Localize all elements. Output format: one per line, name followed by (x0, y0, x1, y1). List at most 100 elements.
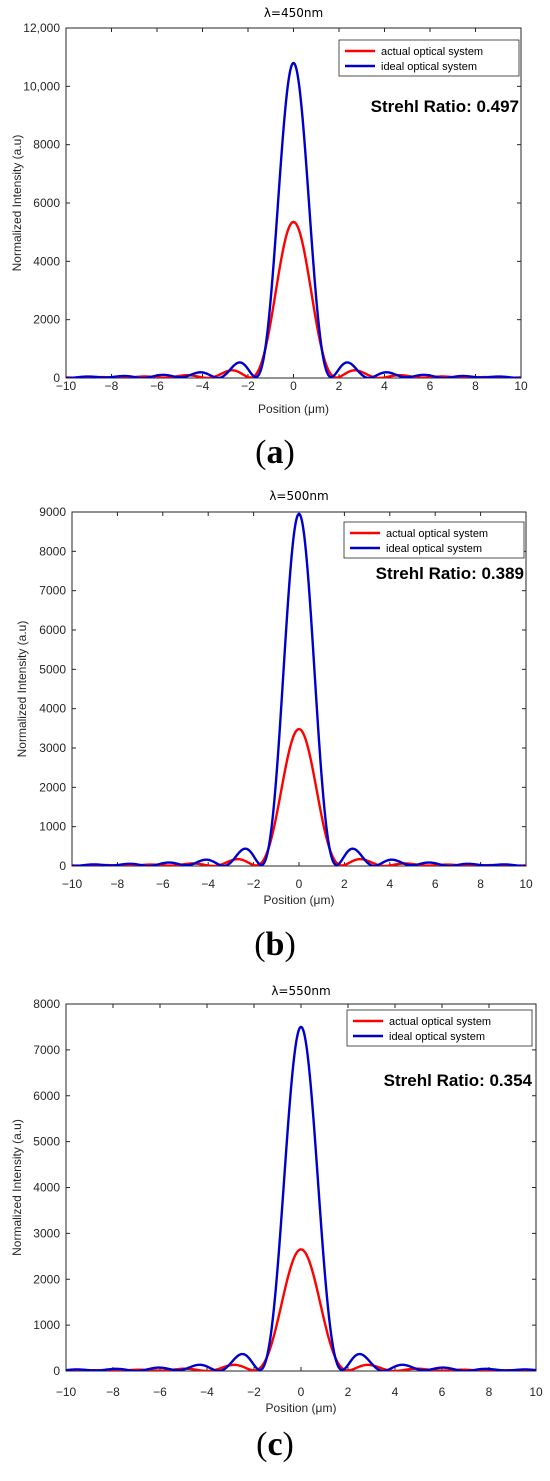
x-tick-label: 10 (514, 379, 528, 393)
x-tick-label: 8 (477, 877, 484, 891)
legend-box (346, 1009, 533, 1047)
panel-caption-c: (c) (256, 1426, 294, 1463)
caption-letter: b (265, 926, 285, 963)
chart-svg-a: λ=450nm −10 −8 −6 −4 −2 0 2 4 6 8 10 0 2000 4000 6000 80… (10, 6, 528, 416)
y-tick-label: 0 (53, 1364, 60, 1378)
legend-entry: actual optical system (386, 528, 488, 540)
y-tick-label: 12,000 (23, 21, 60, 35)
x-tick-label: −2 (241, 379, 255, 393)
plot-area (71, 511, 527, 867)
x-axis-label: Position (μm) (264, 893, 335, 907)
y-tick-label: 4000 (33, 1181, 60, 1195)
series-line-ideal (72, 512, 526, 866)
x-tick-label: 8 (486, 1385, 493, 1399)
caption-letter: a (266, 434, 284, 471)
series-line-actual (66, 220, 521, 378)
y-tick-label: 3000 (33, 1226, 60, 1240)
x-tick-label: −4 (201, 877, 215, 891)
series-line-actual (72, 727, 526, 866)
x-tick-label: 2 (341, 877, 348, 891)
x-tick-label: 2 (345, 1385, 352, 1399)
y-tick-label: 8000 (33, 997, 60, 1011)
y-tick-label: 2000 (39, 780, 66, 794)
x-tick-label: 0 (298, 1385, 305, 1399)
series-line-ideal (66, 61, 521, 378)
y-tick-label: 4000 (39, 702, 66, 716)
y-tick-label: 1000 (39, 820, 66, 834)
legend-entry: ideal optical system (389, 1031, 485, 1043)
y-axis-label: Normalized Intensity (a.u) (10, 135, 24, 272)
x-tick-label: 0 (296, 877, 303, 891)
y-tick-label: 7000 (33, 1043, 60, 1057)
y-axis-label: Normalized Intensity (a.u) (10, 1119, 24, 1256)
caption-letter: c (267, 1426, 283, 1463)
y-tick-label: 6000 (33, 1089, 60, 1103)
legend: actual optical system ideal optical syste… (343, 521, 525, 559)
legend-box (338, 39, 520, 77)
y-tick-label: 6000 (33, 196, 60, 210)
y-tick-label: 5000 (39, 662, 66, 676)
x-axis-label: Position (μm) (258, 402, 329, 416)
legend-box (343, 521, 525, 559)
x-tick-label: −2 (247, 877, 261, 891)
y-tick-label: 8000 (39, 544, 66, 558)
legend-entry: actual optical system (381, 46, 483, 58)
x-tick-label: 0 (290, 379, 297, 393)
x-tick-label: 6 (427, 379, 434, 393)
chart-svg-c: λ=550nm −10 −8 −6 −4 −2 0 2 4 6 8 10 0 1000 2000 3000 40… (10, 984, 543, 1415)
chart-svg-b: λ=500nm −10 −8 −6 −4 −2 0 2 4 6 8 10 0 1000 2000 3000 40… (15, 490, 533, 907)
panel-caption-b: (b) (254, 926, 296, 963)
legend: actual optical system ideal optical syste… (338, 39, 520, 77)
x-tick-label: −8 (105, 379, 119, 393)
y-tick-label: 7000 (39, 584, 66, 598)
y-tick-label: 5000 (33, 1135, 60, 1149)
x-tick-label: −8 (111, 877, 125, 891)
plot-area (65, 1003, 537, 1372)
x-tick-label: −6 (153, 1385, 167, 1399)
y-axis-label: Normalized Intensity (a.u) (15, 621, 29, 758)
y-tick-label: 10,000 (23, 79, 60, 93)
chart-panel-b: λ=500nm −10 −8 −6 −4 −2 0 2 4 6 8 10 0 1000 2000 3000 40… (0, 490, 550, 983)
y-tick-label: 2000 (33, 1272, 60, 1286)
legend: actual optical system ideal optical syste… (346, 1009, 533, 1047)
chart-panel-a: λ=450nm −10 −8 −6 −4 −2 0 2 4 6 8 10 0 2000 4000 6000 80… (0, 0, 550, 490)
y-tick-label: 4000 (33, 254, 60, 268)
strehl-ratio-annotation: Strehl Ratio: 0.389 (376, 564, 524, 583)
chart-panel-c: λ=550nm −10 −8 −6 −4 −2 0 2 4 6 8 10 0 1000 2000 3000 40… (0, 983, 550, 1481)
x-tick-label: −10 (56, 379, 77, 393)
x-tick-label: 10 (529, 1385, 543, 1399)
y-tick-label: 2000 (33, 313, 60, 327)
chart-title: λ=500nm (269, 490, 328, 503)
series-line-ideal (66, 1025, 536, 1371)
x-tick-label: 4 (381, 379, 388, 393)
x-tick-label: 10 (519, 877, 533, 891)
x-tick-label: 6 (432, 877, 439, 891)
y-tick-label: 1000 (33, 1318, 60, 1332)
x-axis-label: Position (μm) (266, 1401, 337, 1415)
x-tick-label: 4 (392, 1385, 399, 1399)
chart-title: λ=450nm (264, 6, 323, 20)
strehl-ratio-annotation: Strehl Ratio: 0.354 (384, 1071, 533, 1090)
x-tick-label: −2 (247, 1385, 261, 1399)
chart-title: λ=550nm (271, 984, 330, 998)
panel-caption-a: (a) (255, 434, 295, 471)
x-tick-label: −6 (156, 877, 170, 891)
x-tick-label: −10 (62, 877, 83, 891)
y-tick-label: 8000 (33, 138, 60, 152)
x-tick-label: −10 (56, 1385, 77, 1399)
y-tick-label: 0 (53, 371, 60, 385)
x-tick-label: 8 (472, 379, 479, 393)
legend-entry: ideal optical system (381, 61, 477, 73)
x-tick-label: −4 (200, 1385, 214, 1399)
legend-entry: ideal optical system (386, 543, 482, 555)
plot-area (65, 27, 522, 379)
x-tick-label: −6 (150, 379, 164, 393)
x-tick-label: 2 (336, 379, 343, 393)
x-tick-label: 4 (386, 877, 393, 891)
legend-entry: actual optical system (389, 1016, 491, 1028)
y-tick-label: 3000 (39, 741, 66, 755)
x-tick-label: 6 (439, 1385, 446, 1399)
y-tick-label: 9000 (39, 505, 66, 519)
x-tick-label: −8 (106, 1385, 120, 1399)
y-tick-label: 0 (59, 859, 66, 873)
